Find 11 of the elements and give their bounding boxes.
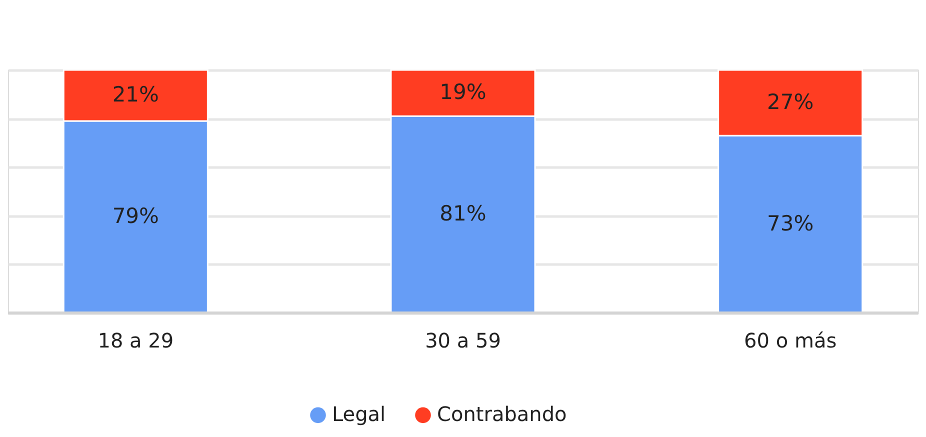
x-tick-label: 60 o más	[744, 328, 837, 352]
data-label: 27%	[766, 90, 814, 114]
legend-label: Legal	[332, 402, 386, 426]
x-tick-label: 30 a 59	[425, 328, 501, 352]
legend-label: Contrabando	[437, 402, 567, 426]
x-tick-label: 18 a 29	[98, 328, 174, 352]
data-label: 21%	[112, 82, 160, 107]
data-label: 79%	[112, 204, 160, 228]
data-label: 19%	[440, 80, 486, 104]
data-label: 81%	[440, 202, 486, 226]
data-label: 73%	[766, 211, 814, 236]
